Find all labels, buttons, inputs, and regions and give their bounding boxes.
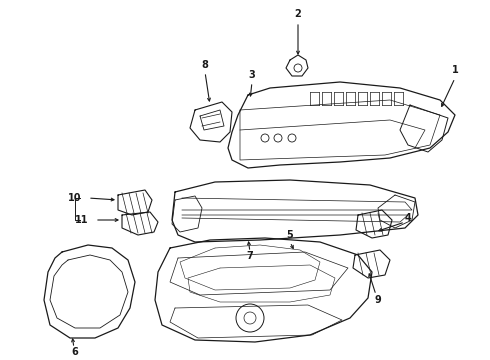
Text: 4: 4 <box>405 213 412 223</box>
Text: 6: 6 <box>72 347 78 357</box>
Text: 11: 11 <box>75 215 89 225</box>
Text: 2: 2 <box>294 9 301 19</box>
Text: 3: 3 <box>248 70 255 80</box>
Text: 8: 8 <box>201 60 208 70</box>
Text: 7: 7 <box>246 251 253 261</box>
Text: 10: 10 <box>68 193 82 203</box>
Text: 9: 9 <box>375 295 381 305</box>
Text: 1: 1 <box>452 65 458 75</box>
Text: 5: 5 <box>287 230 294 240</box>
